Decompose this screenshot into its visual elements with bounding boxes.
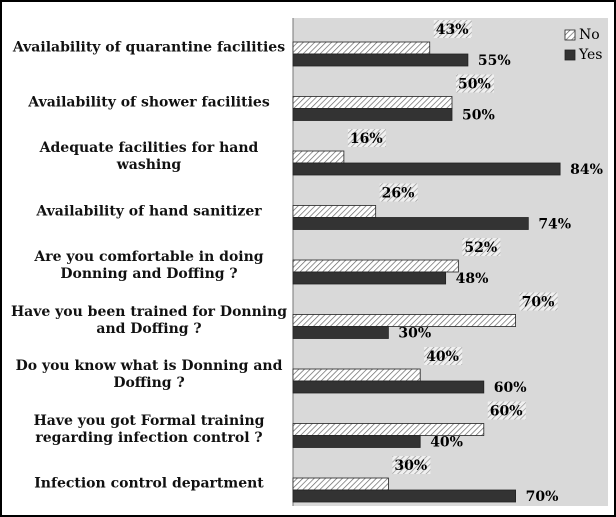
bar <box>292 108 453 121</box>
category-label: Adequate facilities for hand washing <box>39 140 259 173</box>
legend-label: Yes <box>578 47 603 63</box>
value-label: 43% <box>436 22 469 38</box>
bar <box>292 368 421 382</box>
value-label: 70% <box>522 295 555 311</box>
bar <box>292 217 529 230</box>
bar <box>292 271 447 285</box>
category-label: Have you been trained for Donning and Do… <box>10 303 288 337</box>
category-label: Infection control department <box>34 475 264 492</box>
category-label: Availability of quarantine facilities <box>12 39 286 56</box>
label-bg <box>487 401 526 420</box>
legend-swatch <box>564 29 576 41</box>
bar <box>292 326 389 339</box>
category-label: Are you comfortable in doing Donning and… <box>34 249 264 282</box>
value-label: 70% <box>526 489 559 505</box>
category-label: Availability of hand sanitizer <box>36 203 262 219</box>
bar <box>292 314 517 327</box>
bar <box>292 489 517 503</box>
value-label: 84% <box>570 162 603 178</box>
value-label: 60% <box>494 380 527 396</box>
value-label: 74% <box>538 217 571 233</box>
label-bg <box>456 74 494 93</box>
bar <box>292 435 421 448</box>
label-bg <box>424 347 463 365</box>
legend-swatch <box>564 49 576 61</box>
category-label: Do you know what is Donning and Doffing … <box>15 358 283 391</box>
label-bg <box>519 292 558 311</box>
bar <box>292 96 453 109</box>
category-label: Availability of shower facilities <box>28 94 270 110</box>
value-label: 30% <box>394 458 427 474</box>
bar <box>292 477 389 491</box>
value-label: 40% <box>430 435 463 451</box>
label-bg <box>392 456 431 474</box>
value-label: 26% <box>382 186 415 202</box>
value-label: 52% <box>464 240 497 256</box>
bar <box>292 150 345 164</box>
value-label: 40% <box>426 349 459 365</box>
bar <box>292 53 469 67</box>
bar <box>292 205 377 218</box>
bar <box>292 41 431 55</box>
bar <box>292 259 459 273</box>
label-bg <box>462 238 501 256</box>
label-bg <box>433 20 472 38</box>
value-label: 48% <box>456 271 489 287</box>
value-label: 50% <box>458 77 491 93</box>
value-label: 60% <box>490 404 523 420</box>
category-label: Have you got Formal training regarding i… <box>33 412 265 446</box>
legend-label: No <box>579 27 600 43</box>
label-bg <box>347 129 386 147</box>
value-label: 55% <box>478 53 511 69</box>
bar <box>292 162 561 176</box>
bar <box>292 380 485 394</box>
value-label: 30% <box>398 326 431 342</box>
value-label: 16% <box>350 131 383 147</box>
label-bg <box>379 183 418 202</box>
value-label: 50% <box>462 108 495 124</box>
